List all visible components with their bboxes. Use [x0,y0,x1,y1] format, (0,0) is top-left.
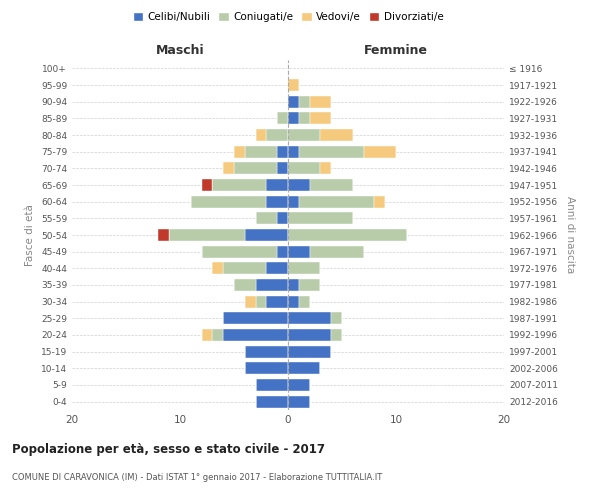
Bar [331,312,342,324]
Bar [223,262,266,274]
Text: Maschi: Maschi [155,44,205,57]
Bar [234,162,277,174]
Bar [288,396,310,407]
Bar [364,146,396,158]
Bar [266,179,288,191]
Bar [245,346,288,358]
Bar [245,362,288,374]
Bar [158,229,169,241]
Bar [245,229,288,241]
Bar [288,296,299,308]
Bar [202,329,212,341]
Bar [288,262,320,274]
Bar [299,96,310,108]
Bar [374,196,385,207]
Text: Femmine: Femmine [364,44,428,57]
Bar [288,112,299,124]
Y-axis label: Anni di nascita: Anni di nascita [565,196,575,274]
Bar [288,312,331,324]
Bar [277,162,288,174]
Bar [331,329,342,341]
Bar [288,379,310,391]
Bar [299,112,310,124]
Bar [169,229,245,241]
Bar [299,296,310,308]
Bar [288,79,299,91]
Bar [266,129,288,141]
Bar [288,279,299,291]
Bar [299,279,320,291]
Bar [310,246,364,258]
Y-axis label: Fasce di età: Fasce di età [25,204,35,266]
Bar [245,146,277,158]
Text: Popolazione per età, sesso e stato civile - 2017: Popolazione per età, sesso e stato civil… [12,442,325,456]
Bar [299,146,364,158]
Text: COMUNE DI CARAVONICA (IM) - Dati ISTAT 1° gennaio 2017 - Elaborazione TUTTITALIA: COMUNE DI CARAVONICA (IM) - Dati ISTAT 1… [12,472,382,482]
Bar [266,296,288,308]
Bar [223,312,288,324]
Bar [277,146,288,158]
Bar [320,129,353,141]
Bar [288,162,320,174]
Bar [288,229,407,241]
Bar [288,212,353,224]
Bar [288,146,299,158]
Bar [277,112,288,124]
Bar [277,212,288,224]
Bar [256,212,277,224]
Bar [256,129,266,141]
Bar [288,179,310,191]
Bar [288,346,331,358]
Bar [310,96,331,108]
Bar [266,262,288,274]
Bar [256,379,288,391]
Bar [288,246,310,258]
Bar [256,279,288,291]
Bar [288,362,320,374]
Bar [223,329,288,341]
Bar [234,146,245,158]
Bar [299,196,374,207]
Bar [202,246,277,258]
Bar [310,179,353,191]
Bar [212,262,223,274]
Bar [245,296,256,308]
Bar [256,396,288,407]
Bar [202,179,212,191]
Bar [288,129,320,141]
Legend: Celibi/Nubili, Coniugati/e, Vedovi/e, Divorziati/e: Celibi/Nubili, Coniugati/e, Vedovi/e, Di… [128,8,448,26]
Bar [288,329,331,341]
Bar [256,296,266,308]
Bar [288,196,299,207]
Bar [320,162,331,174]
Bar [212,179,266,191]
Bar [234,279,256,291]
Bar [266,196,288,207]
Bar [223,162,234,174]
Bar [310,112,331,124]
Bar [191,196,266,207]
Bar [288,96,299,108]
Bar [212,329,223,341]
Bar [277,246,288,258]
